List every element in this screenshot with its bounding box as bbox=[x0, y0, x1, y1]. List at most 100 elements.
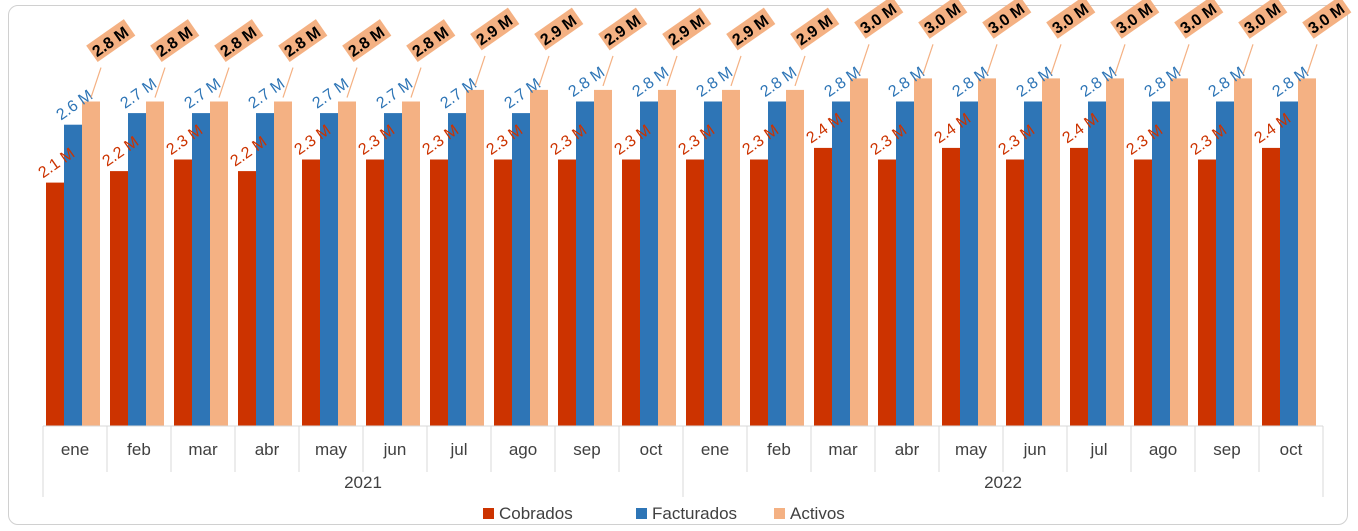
bar-facturados-2022-mar bbox=[832, 101, 850, 426]
bar-facturados-2021-oct bbox=[640, 101, 658, 426]
bar-cobrados-2021-abr bbox=[238, 171, 256, 426]
bar-facturados-2021-sep bbox=[576, 101, 594, 426]
data-label-activos-group: 2.9 M bbox=[470, 7, 520, 51]
bar-facturados-2022-ene bbox=[704, 101, 722, 426]
bar-facturados-2022-ago bbox=[1152, 101, 1170, 426]
data-label-activos-box bbox=[662, 7, 712, 51]
bar-activos-2021-may bbox=[338, 101, 356, 426]
data-label-activos-box bbox=[1238, 0, 1288, 39]
chart-area bbox=[8, 5, 1348, 525]
leader-line-activos bbox=[410, 67, 422, 98]
bar-activos-2022-sep bbox=[1234, 78, 1252, 427]
bar-cobrados-2021-ago bbox=[494, 159, 512, 426]
bar-cobrados-2021-jul bbox=[430, 159, 448, 426]
category-label: ago bbox=[509, 440, 537, 459]
data-label-activos-box bbox=[982, 0, 1032, 39]
bar-cobrados-2022-abr bbox=[878, 159, 896, 426]
leader-line-activos bbox=[602, 55, 614, 87]
data-label-activos-group: 2.9 M bbox=[534, 7, 584, 51]
bar-activos-2022-ago bbox=[1170, 78, 1188, 427]
bar-activos-2021-oct bbox=[658, 89, 676, 427]
leader-line-activos bbox=[1178, 44, 1190, 75]
leader-line-activos bbox=[1306, 44, 1318, 75]
bar-facturados-2021-jun bbox=[384, 113, 402, 426]
data-label-activos-group: 3.0 M bbox=[1302, 0, 1352, 39]
bar-cobrados-2022-may bbox=[942, 147, 960, 426]
category-label: abr bbox=[895, 440, 920, 459]
bar-facturados-2021-ene bbox=[64, 124, 82, 426]
bar-facturados-2022-jun bbox=[1024, 101, 1042, 426]
bar-activos-2021-ene bbox=[82, 101, 100, 426]
category-label: jun bbox=[383, 440, 407, 459]
year-label: 2021 bbox=[344, 473, 382, 492]
bar-cobrados-2021-ene bbox=[46, 182, 64, 426]
bar-cobrados-2021-mar bbox=[174, 159, 192, 426]
bar-activos-2021-feb bbox=[146, 101, 164, 426]
category-axis: ene feb mar abr may jun jul ago sep oct 2021 ene feb… bbox=[42, 425, 1324, 497]
leader-line-activos bbox=[282, 67, 294, 98]
leader-line-activos bbox=[154, 67, 166, 98]
bar-cobrados-2022-ene bbox=[686, 159, 704, 426]
bar-activos-2022-feb bbox=[786, 89, 804, 427]
data-label-activos-box bbox=[342, 19, 392, 62]
bar-facturados-2022-may bbox=[960, 101, 978, 426]
data-label-activos-box bbox=[534, 7, 584, 51]
bar-cobrados-2022-feb bbox=[750, 159, 768, 426]
leader-line-activos bbox=[218, 67, 230, 98]
data-label-activos-box bbox=[150, 19, 200, 62]
category-label: may bbox=[955, 440, 988, 459]
data-label-activos-group: 2.8 M bbox=[342, 19, 392, 62]
data-label-activos-box bbox=[1046, 0, 1096, 39]
legend-label-cobrados: Cobrados bbox=[499, 504, 573, 523]
leader-line-activos bbox=[858, 44, 870, 75]
category-label: mar bbox=[188, 440, 218, 459]
data-label-activos-box bbox=[598, 7, 648, 51]
bar-facturados-2021-ago bbox=[512, 113, 530, 426]
bar-activos-2022-may bbox=[978, 78, 996, 427]
category-label: oct bbox=[1280, 440, 1303, 459]
category-label: feb bbox=[127, 440, 151, 459]
data-label-activos-box bbox=[278, 19, 328, 62]
data-label-activos-group: 3.0 M bbox=[918, 0, 968, 39]
bar-facturados-2022-jul bbox=[1088, 101, 1106, 426]
category-label: jul bbox=[1089, 440, 1107, 459]
category-label: jul bbox=[449, 440, 467, 459]
bar-cobrados-2021-oct bbox=[622, 159, 640, 426]
bar-facturados-2021-mar bbox=[192, 113, 210, 426]
legend-label-facturados: Facturados bbox=[652, 504, 737, 523]
leader-line-activos bbox=[986, 44, 998, 75]
category-label: may bbox=[315, 440, 348, 459]
data-label-activos-box bbox=[214, 19, 264, 62]
bar-cobrados-2022-jul bbox=[1070, 147, 1088, 426]
data-label-activos-group: 2.9 M bbox=[662, 7, 712, 51]
bar-cobrados-2022-oct bbox=[1262, 147, 1280, 426]
bar-activos-2022-jun bbox=[1042, 78, 1060, 427]
data-label-activos-group: 2.8 M bbox=[278, 19, 328, 62]
bar-cobrados-2021-jun bbox=[366, 159, 384, 426]
category-label: feb bbox=[767, 440, 791, 459]
bar-activos-2021-sep bbox=[594, 89, 612, 427]
data-label-activos-box bbox=[1110, 0, 1160, 39]
category-label: ene bbox=[701, 440, 729, 459]
legend-swatch-cobrados bbox=[483, 508, 494, 519]
data-label-activos-box bbox=[470, 7, 520, 51]
data-label-activos-group: 2.9 M bbox=[790, 7, 840, 51]
legend-label-activos: Activos bbox=[790, 504, 845, 523]
data-label-activos-box bbox=[406, 19, 456, 62]
data-label-activos-group: 3.0 M bbox=[1046, 0, 1096, 39]
legend: Cobrados Facturados Activos bbox=[483, 504, 845, 523]
bar-facturados-2022-feb bbox=[768, 101, 786, 426]
category-label: mar bbox=[828, 440, 858, 459]
leader-line-activos bbox=[1242, 44, 1254, 75]
data-label-activos-group: 2.8 M bbox=[406, 19, 456, 62]
leader-line-activos bbox=[346, 67, 358, 98]
category-label: ene bbox=[61, 440, 89, 459]
bar-activos-2022-abr bbox=[914, 78, 932, 427]
bar-cobrados-2021-may bbox=[302, 159, 320, 426]
bar-activos-2022-ene bbox=[722, 89, 740, 427]
data-label-activos-box bbox=[790, 7, 840, 51]
bar-activos-2021-mar bbox=[210, 101, 228, 426]
data-label-activos-box bbox=[854, 0, 904, 39]
leader-line-activos bbox=[1050, 44, 1062, 75]
